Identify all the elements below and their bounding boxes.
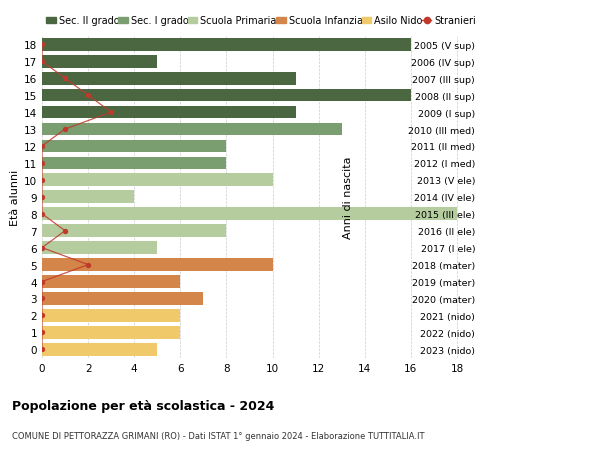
Point bbox=[60, 126, 70, 134]
Point bbox=[37, 346, 47, 353]
Text: COMUNE DI PETTORAZZA GRIMANI (RO) - Dati ISTAT 1° gennaio 2024 - Elaborazione TU: COMUNE DI PETTORAZZA GRIMANI (RO) - Dati… bbox=[12, 431, 425, 441]
Y-axis label: Anni di nascita: Anni di nascita bbox=[343, 156, 353, 239]
Y-axis label: Età alunni: Età alunni bbox=[10, 169, 20, 225]
Bar bbox=[42, 225, 226, 238]
Point bbox=[37, 211, 47, 218]
Point bbox=[37, 160, 47, 167]
Legend: Sec. II grado, Sec. I grado, Scuola Primaria, Scuola Infanzia, Asilo Nido, Stran: Sec. II grado, Sec. I grado, Scuola Prim… bbox=[42, 12, 480, 30]
Point bbox=[37, 329, 47, 336]
Point bbox=[83, 261, 93, 269]
Bar bbox=[42, 191, 134, 204]
Point bbox=[37, 295, 47, 302]
Bar bbox=[42, 56, 157, 68]
Bar bbox=[42, 157, 226, 170]
Point bbox=[37, 177, 47, 184]
Bar bbox=[42, 275, 181, 288]
Bar bbox=[42, 123, 341, 136]
Point bbox=[106, 109, 116, 117]
Point bbox=[37, 278, 47, 285]
Bar bbox=[42, 259, 272, 271]
Point bbox=[37, 143, 47, 150]
Bar bbox=[42, 140, 226, 153]
Point bbox=[37, 245, 47, 252]
Bar bbox=[42, 242, 157, 254]
Point bbox=[60, 75, 70, 83]
Bar bbox=[42, 292, 203, 305]
Bar bbox=[42, 208, 457, 221]
Point bbox=[60, 228, 70, 235]
Bar bbox=[42, 90, 411, 102]
Bar bbox=[42, 106, 296, 119]
Point bbox=[83, 92, 93, 100]
Bar bbox=[42, 39, 411, 51]
Bar bbox=[42, 174, 272, 187]
Point bbox=[37, 41, 47, 49]
Point bbox=[37, 312, 47, 319]
Bar bbox=[42, 309, 181, 322]
Bar bbox=[42, 343, 157, 356]
Text: Popolazione per età scolastica - 2024: Popolazione per età scolastica - 2024 bbox=[12, 399, 274, 412]
Point bbox=[37, 194, 47, 201]
Bar bbox=[42, 73, 296, 85]
Point bbox=[37, 58, 47, 66]
Bar bbox=[42, 326, 181, 339]
